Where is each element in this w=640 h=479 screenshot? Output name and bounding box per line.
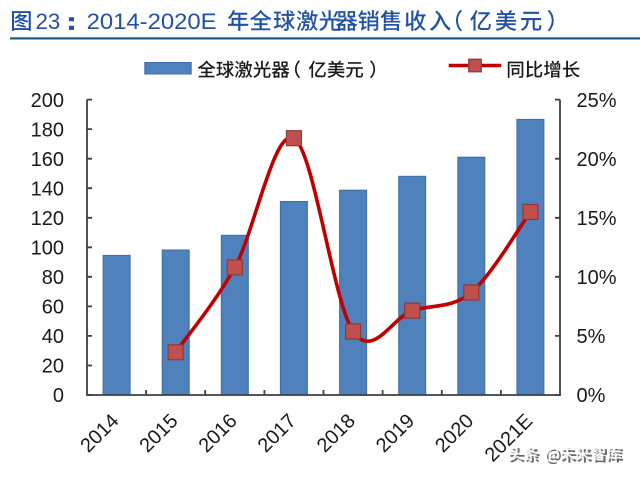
svg-text:10%: 10% xyxy=(577,267,617,289)
svg-text:0: 0 xyxy=(53,385,64,407)
svg-text:140: 140 xyxy=(31,178,64,200)
svg-text:160: 160 xyxy=(31,149,64,171)
svg-text:20: 20 xyxy=(42,356,64,378)
svg-text:180: 180 xyxy=(31,119,64,141)
svg-text:15%: 15% xyxy=(577,208,617,230)
svg-text:100: 100 xyxy=(31,238,64,260)
svg-text:40: 40 xyxy=(42,326,64,348)
svg-text:25%: 25% xyxy=(577,90,617,112)
svg-text:2014-2020E: 2014-2020E xyxy=(87,9,217,34)
svg-text:5%: 5% xyxy=(577,326,606,348)
svg-text:20%: 20% xyxy=(577,149,617,171)
svg-text:23: 23 xyxy=(36,9,61,34)
svg-text:200: 200 xyxy=(31,90,64,112)
svg-text:0%: 0% xyxy=(577,385,606,407)
svg-text:60: 60 xyxy=(42,297,64,319)
svg-text:120: 120 xyxy=(31,208,64,230)
svg-text:80: 80 xyxy=(42,267,64,289)
